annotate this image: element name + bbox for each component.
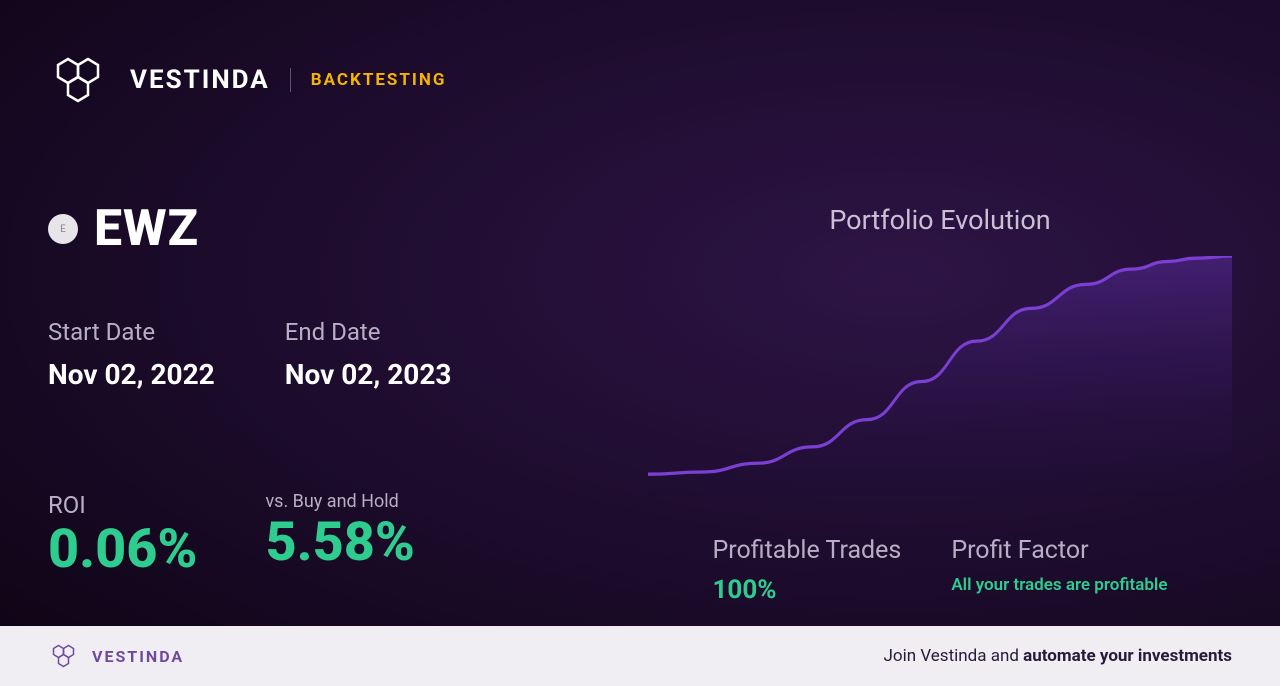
vs-value: 5.58%: [265, 516, 414, 570]
footer: VESTINDA Join Vestinda and automate your…: [0, 626, 1280, 686]
footer-cta-prefix: Join Vestinda and: [884, 646, 1024, 666]
roi-metric: ROI 0.06%: [48, 491, 197, 577]
section-label: BACKTESTING: [311, 70, 447, 90]
brand-logo: VESTINDA: [48, 50, 270, 110]
brand-name: VESTINDA: [130, 65, 270, 95]
ticker-symbol: EWZ: [94, 200, 199, 258]
vestinda-icon: [48, 50, 118, 110]
profitable-trades-label: Profitable Trades: [712, 536, 901, 565]
end-date-col: End Date Nov 02, 2023: [285, 318, 452, 391]
ticker-row: E EWZ: [48, 200, 568, 258]
footer-brand-name: VESTINDA: [92, 647, 184, 666]
start-date-col: Start Date Nov 02, 2022: [48, 318, 215, 391]
ticker-badge: E: [48, 214, 78, 244]
start-date-value: Nov 02, 2022: [48, 358, 215, 391]
profit-factor-label: Profit Factor: [951, 536, 1167, 565]
profitable-trades-col: Profitable Trades 100%: [712, 536, 901, 605]
vs-label: vs. Buy and Hold: [265, 491, 414, 512]
vs-metric: vs. Buy and Hold 5.58%: [265, 491, 414, 577]
chart-title: Portfolio Evolution: [648, 204, 1232, 236]
footer-vestinda-icon: [48, 641, 84, 671]
footer-cta-bold: automate your investments: [1023, 646, 1232, 666]
header-divider: [290, 68, 291, 92]
profit-factor-text: All your trades are profitable: [951, 575, 1167, 595]
roi-value: 0.06%: [48, 523, 197, 577]
start-date-label: Start Date: [48, 318, 215, 346]
profitable-trades-value: 100%: [712, 575, 901, 605]
profit-factor-col: Profit Factor All your trades are profit…: [951, 536, 1167, 605]
end-date-value: Nov 02, 2023: [285, 358, 452, 391]
footer-logo: VESTINDA: [48, 641, 184, 671]
portfolio-chart: [648, 256, 1232, 496]
roi-label: ROI: [48, 491, 197, 519]
end-date-label: End Date: [285, 318, 452, 346]
footer-cta: Join Vestinda and automate your investme…: [884, 646, 1232, 666]
header: VESTINDA BACKTESTING: [48, 50, 1232, 110]
